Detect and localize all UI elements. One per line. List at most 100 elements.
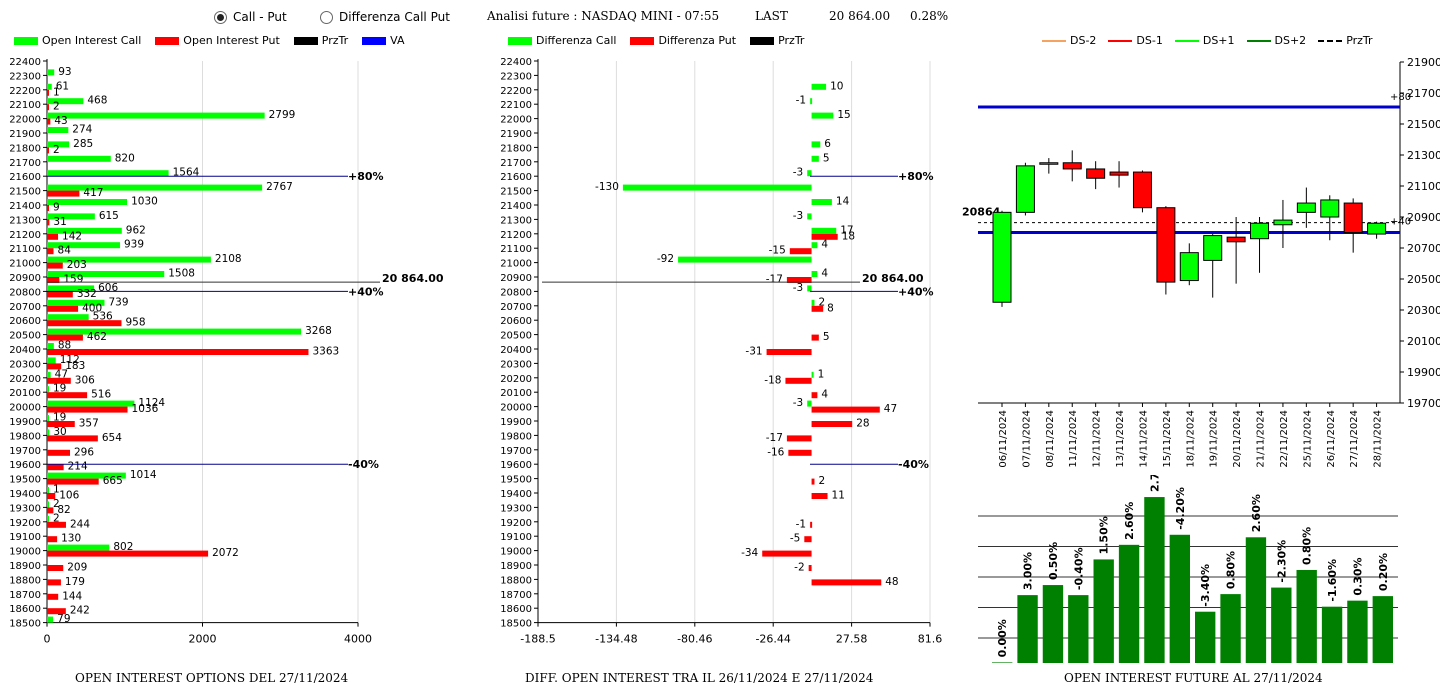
difference-radio-dot[interactable] — [320, 10, 333, 24]
candle-date-26/11/2024: 26/11/2024 — [1326, 410, 1337, 468]
strike-label-19700: 19700 — [500, 446, 532, 457]
oi-bar-label-06/11/2024: 0.00% — [996, 619, 1009, 657]
differenza-put-value-19400: 11 — [832, 490, 845, 502]
candle-date-13/11/2024: 13/11/2024 — [1115, 410, 1126, 468]
differenza-put-value-20400: -31 — [745, 346, 762, 358]
candle-body-19/11/2024 — [1203, 235, 1223, 261]
differenza-put-bar-19100 — [804, 536, 812, 543]
open-interest-put-bar-21000 — [47, 262, 63, 269]
strike-label-21300: 21300 — [9, 215, 41, 226]
candle-date-12/11/2024: 12/11/2024 — [1092, 410, 1103, 468]
strike-label-18800: 18800 — [9, 575, 41, 586]
differenza-put-bar-20500 — [811, 334, 819, 341]
differenza-put-bar-20200 — [785, 377, 812, 384]
open-interest-call-value-19900: 19 — [53, 412, 66, 424]
strike-label-19000: 19000 — [9, 547, 41, 558]
legend-future-item-ds-1: DS-1 — [1108, 34, 1163, 47]
candle-y-label-20900: 20900 — [1407, 211, 1440, 224]
candle-body-27/11/2024 — [1343, 202, 1363, 234]
differenza-call-bar-21100 — [811, 242, 818, 249]
oi-bar-26/11/2024 — [1347, 600, 1368, 663]
oi-bar-13/11/2024 — [1118, 544, 1140, 663]
strike-label-20600: 20600 — [500, 316, 532, 327]
strike-label-19200: 19200 — [500, 518, 532, 529]
differenza-call-bar-20900 — [811, 271, 818, 277]
open-interest-put-value-19800: 654 — [102, 432, 122, 444]
open-interest-call-bar-21000 — [47, 256, 211, 263]
differenza-put-value-19700: -16 — [767, 446, 784, 458]
candle-y-label-19700: 19700 — [1407, 397, 1440, 410]
strike-label-22300: 22300 — [500, 71, 532, 82]
open-interest-put-value-19600: 214 — [68, 461, 88, 473]
strike-label-21100: 21100 — [500, 244, 532, 255]
legend-future-label: DS-1 — [1136, 34, 1163, 47]
legend-diff-item-differenza-put: Differenza Put — [630, 34, 736, 47]
open-interest-put-bar-20000 — [47, 406, 128, 413]
open-interest-put-bar-18600 — [47, 608, 66, 615]
strike-label-21200: 21200 — [9, 230, 41, 241]
strike-label-21000: 21000 — [9, 259, 41, 270]
open-interest-call-value-19500: 1014 — [130, 469, 157, 481]
open-interest-put-value-19500: 665 — [103, 475, 123, 487]
price-label: 20 864.00 — [382, 272, 444, 285]
call-put-radio-dot[interactable] — [214, 10, 227, 24]
open-interest-call-value-19200: 2 — [53, 512, 60, 524]
open-interest-put-value-19100: 130 — [61, 533, 81, 545]
open-interest-call-value-21300: 615 — [99, 210, 119, 222]
differenza-put-bar-20000 — [811, 406, 880, 413]
differenza-call-bar-21200 — [811, 227, 837, 234]
strike-label-22200: 22200 — [9, 86, 41, 97]
level-label-40: +40% — [898, 285, 934, 298]
legend-diff-swatch — [750, 36, 775, 45]
differenza-call-bar-20000 — [807, 400, 812, 407]
oi-bar-06/11/2024 — [992, 662, 1013, 663]
strike-label-19500: 19500 — [500, 475, 532, 486]
open-interest-call-value-21900: 274 — [72, 124, 92, 136]
open-interest-call-bar-21700 — [47, 155, 111, 162]
differenza-put-value-20000: 47 — [884, 403, 897, 415]
open-interest-call-value-20600: 536 — [93, 311, 113, 323]
legend-diff: Differenza Call Differenza Put PrzTr — [508, 34, 804, 47]
open-interest-put-bar-19600 — [47, 464, 64, 471]
legend-future-item-ds-1: DS+1 — [1174, 34, 1235, 47]
open-interest-put-value-19900: 357 — [79, 418, 99, 430]
legend-future-swatch — [1108, 39, 1133, 42]
strike-label-19800: 19800 — [9, 431, 41, 442]
differenza-call-bar-21500 — [622, 184, 812, 191]
strike-label-22000: 22000 — [9, 115, 41, 126]
open-interest-call-value-20400: 88 — [58, 340, 71, 352]
oi-bar-21/11/2024 — [1271, 587, 1292, 663]
open-interest-put-value-20100: 516 — [91, 389, 111, 401]
strike-label-18800: 18800 — [500, 575, 532, 586]
x-tick-label: 4000 — [344, 633, 372, 646]
candle-body-15/11/2024 — [1156, 207, 1176, 283]
open-interest-put-bar-20200 — [47, 377, 71, 384]
candle-y-label-20300: 20300 — [1407, 304, 1440, 317]
open-interest-call-bar-20300 — [47, 357, 56, 364]
call-put-radio[interactable]: Call - Put — [214, 10, 287, 27]
legend-future-item-ds-2: DS-2 — [1042, 34, 1096, 47]
strike-label-18600: 18600 — [9, 604, 41, 615]
legend-oi-label: VA — [390, 34, 405, 47]
open-interest-call-bar-21500 — [47, 184, 263, 191]
open-interest-call-bar-19000 — [47, 544, 110, 551]
candle-date-22/11/2024: 22/11/2024 — [1279, 410, 1290, 468]
difference-radio[interactable]: Differenza Call Put — [320, 10, 450, 27]
open-interest-call-bar-20800 — [47, 285, 95, 292]
legend-oi-swatch — [293, 36, 318, 45]
open-interest-call-bar-20900 — [47, 271, 165, 277]
oi-bar-12/11/2024 — [1093, 559, 1114, 663]
strike-label-19100: 19100 — [500, 532, 532, 543]
differenza-call-bar-22100 — [810, 98, 813, 105]
open-interest-call-value-22000: 2799 — [269, 109, 296, 121]
open-interest-put-bar-19300 — [47, 507, 54, 514]
open-interest-put-bar-20600 — [47, 320, 122, 327]
legend-diff-label: Differenza Put — [658, 34, 737, 47]
open-interest-call-bar-20500 — [47, 328, 302, 335]
open-interest-call-bar-20200 — [47, 371, 51, 378]
candle-body-11/11/2024 — [1062, 162, 1082, 170]
oi-bar-label-08/11/2024: 0.50% — [1047, 542, 1060, 580]
open-interest-call-bar-20600 — [47, 314, 89, 321]
strike-label-22400: 22400 — [500, 57, 532, 68]
differenza-call-value-21100: 4 — [821, 239, 828, 251]
